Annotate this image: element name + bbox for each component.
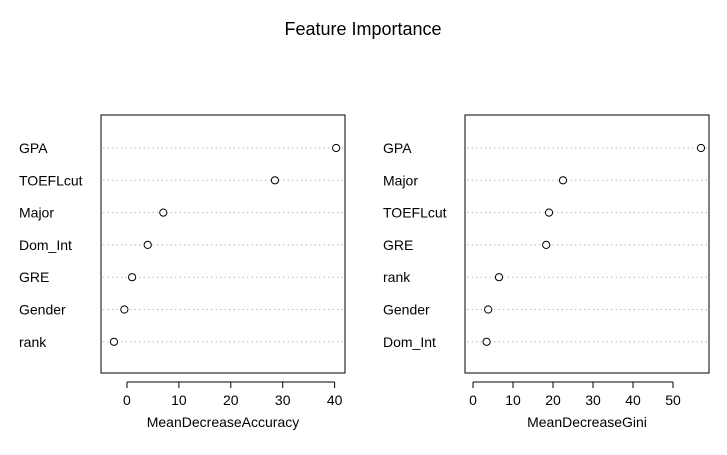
panel-gini: GPA Major TOEFLcut GRE rank Gender Dom_Int 0 10 2… [383, 114, 710, 430]
plot-frame [464, 114, 710, 374]
x-tick-label: 40 [625, 392, 641, 408]
feature-label: TOEFLcut [383, 205, 447, 221]
data-point [143, 240, 152, 249]
feature-label: Gender [19, 302, 66, 318]
data-point [544, 208, 554, 217]
chart-title: Feature Importance [284, 19, 441, 39]
x-tick-label: 0 [123, 392, 131, 408]
data-point [128, 273, 137, 282]
data-point [696, 143, 706, 153]
data-point [482, 337, 491, 346]
feature-label: rank [383, 269, 411, 285]
x-tick-label: 20 [223, 392, 239, 408]
x-tick-label: 20 [545, 392, 561, 408]
x-tick-label: 0 [469, 392, 477, 408]
feature-label: Major [19, 205, 54, 221]
feature-label: Gender [383, 302, 430, 318]
x-tick-label: 30 [585, 392, 601, 408]
x-tick-label: 10 [171, 392, 187, 408]
feature-label: Dom_Int [383, 334, 436, 350]
plot-frame [100, 114, 346, 374]
data-point [332, 143, 341, 153]
data-point [159, 208, 168, 217]
data-point [542, 240, 551, 249]
panel-accuracy: GPA TOEFLcut Major Dom_Int GRE Gender rank 0 10 2… [19, 114, 346, 430]
data-point [270, 176, 280, 185]
feature-label: TOEFLcut [19, 172, 83, 188]
data-point [120, 305, 129, 314]
x-axis-title: MeanDecreaseGini [527, 414, 647, 430]
feature-label: Major [383, 172, 418, 188]
chart-panels: GPA TOEFLcut Major Dom_Int GRE Gender rank 0 10 2… [19, 114, 710, 430]
x-tick-label: 40 [327, 392, 343, 408]
feature-label: GRE [19, 269, 49, 285]
feature-label: GRE [383, 237, 413, 253]
feature-label: Dom_Int [19, 237, 72, 253]
feature-label: GPA [19, 140, 48, 156]
data-point [494, 273, 504, 282]
feature-label: GPA [383, 140, 412, 156]
x-tick-label: 30 [275, 392, 291, 408]
data-point [484, 305, 493, 314]
data-point [109, 337, 119, 346]
x-axis-title: MeanDecreaseAccuracy [147, 414, 300, 430]
data-point [558, 176, 568, 185]
feature-label: rank [19, 334, 47, 350]
x-tick-label: 10 [505, 392, 521, 408]
x-tick-label: 50 [665, 392, 681, 408]
